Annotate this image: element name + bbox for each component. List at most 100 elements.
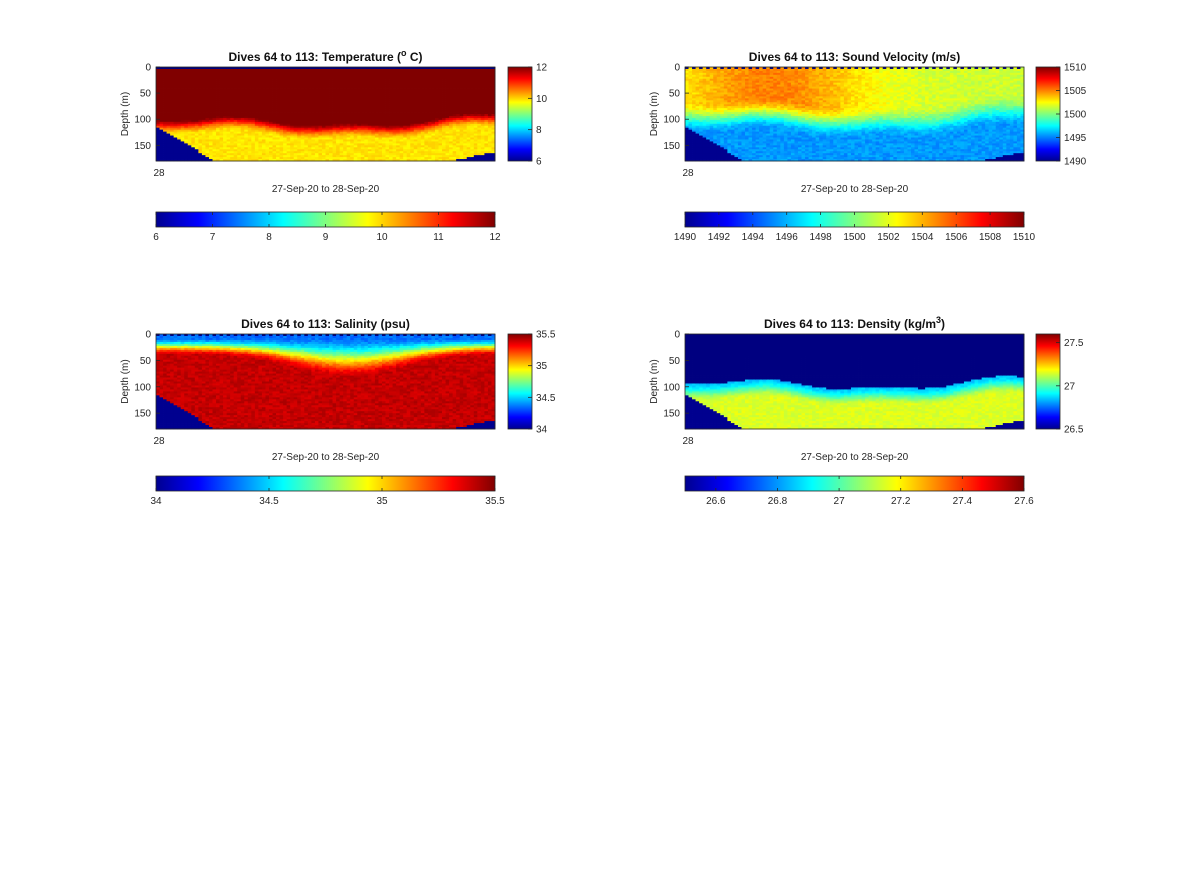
heatmap-cell	[205, 90, 210, 93]
heatmap-cell	[184, 123, 189, 127]
heatmap-cell	[163, 72, 167, 76]
heatmap-cell	[180, 139, 185, 142]
heatmap-cell	[173, 151, 178, 154]
heatmap-cell	[219, 88, 224, 91]
heatmap-cell	[177, 155, 182, 158]
heatmap-cell	[159, 159, 164, 162]
heatmap-cell	[159, 121, 164, 125]
heatmap-cell	[156, 123, 160, 127]
heatmap-cell	[163, 137, 167, 140]
heatmap-cell	[201, 72, 206, 76]
heatmap-cell	[191, 157, 196, 160]
heatmap-cell	[156, 121, 160, 125]
heatmap-cell	[208, 84, 213, 87]
heatmap-cell	[198, 127, 203, 131]
colorbar-h-tick-label: 6	[153, 232, 159, 243]
heatmap-cell	[198, 147, 203, 150]
heatmap-cell	[208, 106, 213, 109]
heatmap-cell	[191, 100, 196, 103]
heatmap-cell	[184, 88, 189, 91]
heatmap-cell	[187, 74, 192, 78]
heatmap-cell	[201, 131, 206, 134]
heatmap-cell	[170, 102, 175, 105]
heatmap-cell	[194, 98, 199, 101]
heatmap-cell	[201, 117, 206, 121]
heatmap-cell	[219, 110, 224, 113]
heatmap-cell	[187, 70, 192, 74]
heatmap-cell	[205, 84, 210, 87]
heatmap-cell	[159, 106, 164, 109]
heatmap-cell	[223, 84, 228, 87]
heatmap-cell	[208, 149, 213, 152]
heatmap-cell	[198, 155, 203, 158]
heatmap-cell	[173, 135, 178, 138]
heatmap-cell	[194, 139, 199, 142]
heatmap-cell	[187, 119, 192, 123]
heatmap-cell	[208, 141, 213, 144]
heatmap-cell	[159, 115, 164, 119]
heatmap-cell	[205, 82, 210, 86]
heatmap-cell	[187, 108, 192, 111]
heatmap-cell	[205, 159, 210, 162]
heatmap-cell	[159, 76, 164, 80]
heatmap-cell	[163, 129, 167, 133]
heatmap-cell	[208, 117, 213, 121]
heatmap-cell	[166, 125, 171, 129]
heatmap-cell	[219, 108, 224, 111]
heatmap-cell	[205, 149, 210, 152]
heatmap-cell	[208, 115, 213, 119]
heatmap-cell	[198, 67, 203, 70]
heatmap-cell	[201, 159, 206, 162]
heatmap-cell	[208, 123, 213, 127]
heatmap-cell	[170, 139, 175, 142]
heatmap-cell	[177, 121, 182, 125]
heatmap-cell	[156, 78, 160, 82]
heatmap-cell	[194, 135, 199, 138]
heatmap-cell	[184, 102, 189, 105]
heatmap-cell	[163, 76, 167, 80]
heatmap-cell	[208, 129, 213, 133]
heatmap-cell	[187, 102, 192, 105]
heatmap-cell	[177, 106, 182, 109]
heatmap-cell	[180, 82, 185, 86]
heatmap-cell	[194, 102, 199, 105]
heatmap-cell	[177, 84, 182, 87]
heatmap-cell	[170, 133, 175, 136]
heatmap-cell	[166, 78, 171, 82]
heatmap-cell	[156, 131, 160, 134]
heatmap-cell	[208, 104, 213, 107]
heatmap-cell	[163, 106, 167, 109]
heatmap-cell	[177, 72, 182, 76]
heatmap-cell	[205, 76, 210, 80]
heatmap-cell	[159, 127, 164, 131]
heatmap-cell	[198, 141, 203, 144]
heatmap-cell	[198, 104, 203, 107]
heatmap-cell	[198, 72, 203, 76]
heatmap-cell	[198, 159, 203, 162]
heatmap-cell	[205, 94, 210, 97]
heatmap-cell	[208, 151, 213, 154]
heatmap-cell	[156, 92, 160, 95]
heatmap-cell	[212, 104, 217, 107]
heatmap-cell	[194, 110, 199, 113]
heatmap-cell	[223, 68, 228, 72]
heatmap-cell	[184, 149, 189, 152]
heatmap-cell	[208, 92, 213, 95]
heatmap-cell	[205, 135, 210, 138]
heatmap-cell	[212, 151, 217, 154]
heatmap-cell	[177, 96, 182, 99]
heatmap-cell	[177, 114, 182, 117]
colorbar-h-tick-label: 8	[266, 232, 272, 243]
heatmap-cell	[208, 147, 213, 150]
heatmap-cell	[184, 90, 189, 93]
heatmap-cell	[198, 84, 203, 87]
heatmap-cell	[219, 147, 224, 150]
heatmap-cell	[177, 119, 182, 123]
heatmap-cell	[184, 112, 189, 115]
heatmap-cell	[170, 114, 175, 117]
heatmap-cell	[173, 133, 178, 136]
heatmap-cell	[159, 149, 164, 152]
heatmap-cell	[170, 125, 175, 129]
heatmap-cell	[180, 157, 185, 160]
heatmap-cell	[219, 153, 224, 156]
